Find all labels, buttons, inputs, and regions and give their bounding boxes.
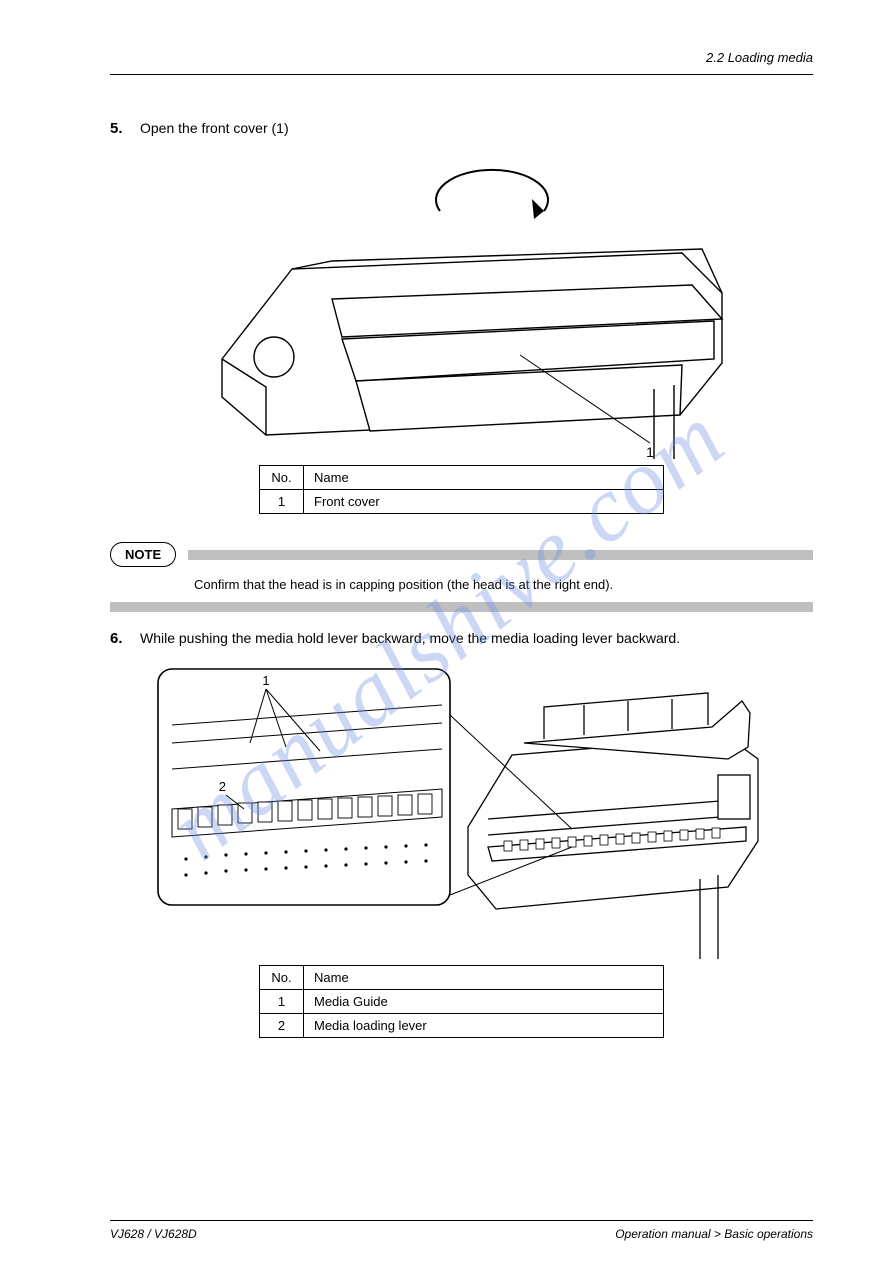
- callout-1-label: 1: [646, 444, 654, 459]
- table-row: No. Name: [260, 466, 664, 490]
- figure-1-legend: No. Name 1 Front cover: [259, 465, 664, 514]
- legend-1-no: 1: [260, 490, 304, 514]
- step-6-line: 6. While pushing the media hold lever ba…: [110, 630, 813, 647]
- detail-inset: 1 2: [158, 669, 450, 905]
- note-label: NOTE: [110, 542, 176, 567]
- rotation-arrow-icon: [436, 170, 548, 219]
- note-text: Confirm that the head is in capping posi…: [194, 577, 813, 592]
- legend2-no-header: No.: [260, 966, 304, 990]
- printer-outline: [222, 249, 722, 459]
- legend2-name-header: Name: [304, 966, 664, 990]
- header-section: 2.2 Loading media: [706, 50, 813, 65]
- note-bar-top: [188, 550, 813, 560]
- table-row: No. Name: [260, 966, 664, 990]
- step-5-number: 5.: [110, 120, 140, 137]
- legend2-1-no: 1: [260, 990, 304, 1014]
- step-6: 6. While pushing the media hold lever ba…: [110, 630, 813, 1038]
- legend-no-header: No.: [260, 466, 304, 490]
- printer-open-outline: [468, 693, 758, 959]
- table-row: 2 Media loading lever: [260, 1014, 664, 1038]
- footer-right: Operation manual > Basic operations: [615, 1227, 813, 1241]
- figure-2: 1 2: [110, 659, 813, 959]
- figure-1: 1: [110, 149, 813, 459]
- step-6-text: While pushing the media hold lever backw…: [140, 630, 680, 646]
- legend-1-name: Front cover: [304, 490, 664, 514]
- header-rule: [110, 74, 813, 75]
- note-bar-bottom: [110, 602, 813, 612]
- step-5-text: Open the front cover (1): [140, 120, 289, 136]
- table-row: 1 Front cover: [260, 490, 664, 514]
- step-5-line: 5. Open the front cover (1): [110, 120, 813, 137]
- figure-2-legend: No. Name 1 Media Guide 2 Media loading l…: [259, 965, 664, 1038]
- legend-name-header: Name: [304, 466, 664, 490]
- legend2-2-name: Media loading lever: [304, 1014, 664, 1038]
- note-header-row: NOTE: [110, 542, 813, 567]
- table-row: 1 Media Guide: [260, 990, 664, 1014]
- page: 2.2 Loading media 5. Open the front cove…: [0, 0, 893, 1263]
- note-block: NOTE Confirm that the head is in capping…: [110, 542, 813, 612]
- callout-2b-label: 2: [218, 779, 225, 794]
- step-6-number: 6.: [110, 630, 140, 647]
- legend2-2-no: 2: [260, 1014, 304, 1038]
- callout-2a-label: 1: [262, 673, 269, 688]
- legend2-1-name: Media Guide: [304, 990, 664, 1014]
- footer-rule: [110, 1220, 813, 1221]
- step-5: 5. Open the front cover (1): [110, 120, 813, 514]
- footer-left: VJ628 / VJ628D: [110, 1227, 197, 1241]
